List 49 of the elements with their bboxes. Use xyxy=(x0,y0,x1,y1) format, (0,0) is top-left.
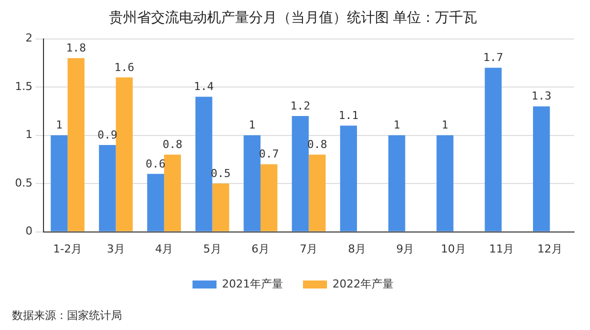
bar xyxy=(147,174,164,232)
bar xyxy=(484,68,502,232)
x-tick-label: 9月 xyxy=(396,242,414,256)
bar xyxy=(68,58,84,232)
chart-title: 贵州省交流电动机产量分月（当月值）统计图 单位：万千瓦 xyxy=(108,10,478,26)
data-label: 1.7 xyxy=(483,51,504,64)
x-tick-label: 7月 xyxy=(300,242,318,256)
bar xyxy=(212,184,230,232)
bar xyxy=(308,154,326,232)
x-tick-label: 5月 xyxy=(203,242,222,256)
bar xyxy=(388,135,406,232)
y-tick-label: 0.5 xyxy=(14,176,32,190)
data-label: 1.2 xyxy=(290,99,310,112)
y-tick-label: 2 xyxy=(25,32,32,45)
data-label: 1 xyxy=(393,118,400,132)
y-tick-label: 1.5 xyxy=(14,80,32,93)
x-tick-label: 11月 xyxy=(489,242,514,256)
data-label: 1.8 xyxy=(66,41,86,54)
data-label: 1.1 xyxy=(338,109,358,122)
x-tick-label: 4月 xyxy=(155,242,174,256)
bar xyxy=(116,77,133,232)
bar xyxy=(50,135,68,232)
bar xyxy=(98,144,116,232)
bar xyxy=(340,126,357,232)
x-tick-label: 1-2月 xyxy=(53,242,82,256)
bar xyxy=(292,116,309,232)
bar xyxy=(533,106,550,232)
bar xyxy=(436,135,454,232)
x-tick-label: 6月 xyxy=(252,242,270,256)
data-label: 1 xyxy=(442,118,448,132)
bar xyxy=(244,135,261,232)
legend-label: 2021年产量 xyxy=(222,277,284,290)
legend-label: 2022年产量 xyxy=(332,277,394,290)
x-tick-label: 10月 xyxy=(440,242,466,256)
data-label: 1.4 xyxy=(194,80,214,94)
data-label: 1.3 xyxy=(532,90,552,103)
data-label: 1 xyxy=(248,118,256,132)
source-note: 数据来源：国家统计局 xyxy=(11,308,123,323)
x-tick-label: 3月 xyxy=(106,242,125,256)
y-tick-label: 0 xyxy=(25,224,32,238)
data-label: 1.6 xyxy=(114,60,134,74)
x-tick-label: 8月 xyxy=(348,242,366,256)
data-label: 0.8 xyxy=(162,138,182,151)
bar xyxy=(164,154,181,232)
bar xyxy=(260,164,278,232)
data-label: 1 xyxy=(56,118,62,132)
bar xyxy=(195,96,212,232)
x-tick-label: 12月 xyxy=(537,242,562,256)
y-tick-label: 1 xyxy=(25,128,32,142)
